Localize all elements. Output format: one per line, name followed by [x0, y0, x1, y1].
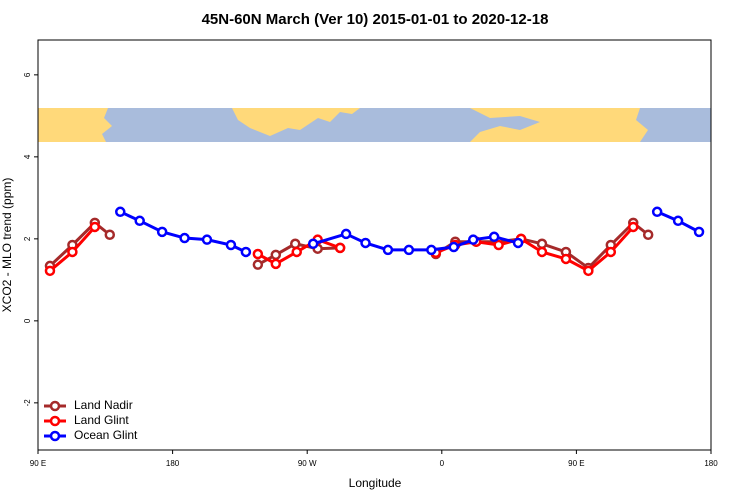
point: [426, 244, 437, 256]
point: [672, 215, 684, 227]
x-axis-label: Longitude: [349, 476, 402, 490]
x-tick-label: 90 W: [298, 459, 317, 468]
point: [289, 238, 301, 250]
point: [693, 226, 705, 238]
point: [583, 265, 594, 277]
x-tick-label: 90 E: [568, 459, 584, 468]
point: [67, 246, 78, 258]
point: [89, 221, 101, 233]
point: [270, 249, 282, 261]
y-tick-label: -2: [23, 399, 32, 407]
point: [493, 239, 504, 251]
land: [38, 108, 112, 142]
point: [270, 258, 282, 270]
legend-marker: [49, 430, 61, 442]
legend-label: Ocean Glint: [74, 428, 138, 442]
point: [382, 244, 394, 256]
legend-label: Land Glint: [74, 413, 129, 427]
point: [179, 232, 190, 244]
point: [651, 206, 663, 218]
land: [232, 108, 360, 136]
y-tick-label: 4: [23, 154, 32, 159]
point: [334, 242, 346, 254]
point: [488, 231, 500, 243]
point: [225, 239, 237, 251]
legend-marker: [49, 400, 61, 412]
point: [307, 238, 319, 250]
x-tick-label: 180: [166, 459, 180, 468]
point: [104, 229, 116, 240]
point: [448, 241, 460, 253]
point: [536, 246, 548, 258]
point: [115, 206, 126, 218]
point: [340, 228, 352, 240]
y-tick-label: 2: [23, 236, 32, 241]
point: [44, 265, 56, 277]
point: [642, 229, 654, 240]
land: [470, 108, 648, 142]
chart-title: 45N-60N March (Ver 10) 2015-01-01 to 202…: [202, 11, 549, 28]
x-tick-label: 0: [440, 459, 445, 468]
x-tick-label: 90 E: [30, 459, 46, 468]
x-tick-label: 180: [704, 459, 718, 468]
plot-frame: [37, 39, 712, 451]
point: [134, 215, 145, 227]
legend-label: Land Nadir: [74, 398, 133, 412]
point: [512, 237, 524, 249]
point: [360, 237, 371, 249]
point: [403, 244, 415, 256]
point: [240, 246, 252, 258]
y-axis-label: XCO2 - MLO trend (ppm): [0, 178, 14, 313]
point: [560, 253, 572, 265]
point: [605, 246, 617, 258]
point: [467, 234, 479, 245]
point: [536, 238, 548, 250]
y-tick-label: 6: [23, 72, 32, 77]
legend-marker: [49, 415, 61, 427]
map-strip: [38, 108, 711, 142]
point: [252, 259, 264, 270]
point: [201, 234, 213, 245]
point: [291, 246, 302, 258]
point: [156, 226, 168, 238]
point: [252, 248, 264, 260]
point: [627, 221, 639, 233]
y-tick-label: 0: [23, 318, 32, 323]
